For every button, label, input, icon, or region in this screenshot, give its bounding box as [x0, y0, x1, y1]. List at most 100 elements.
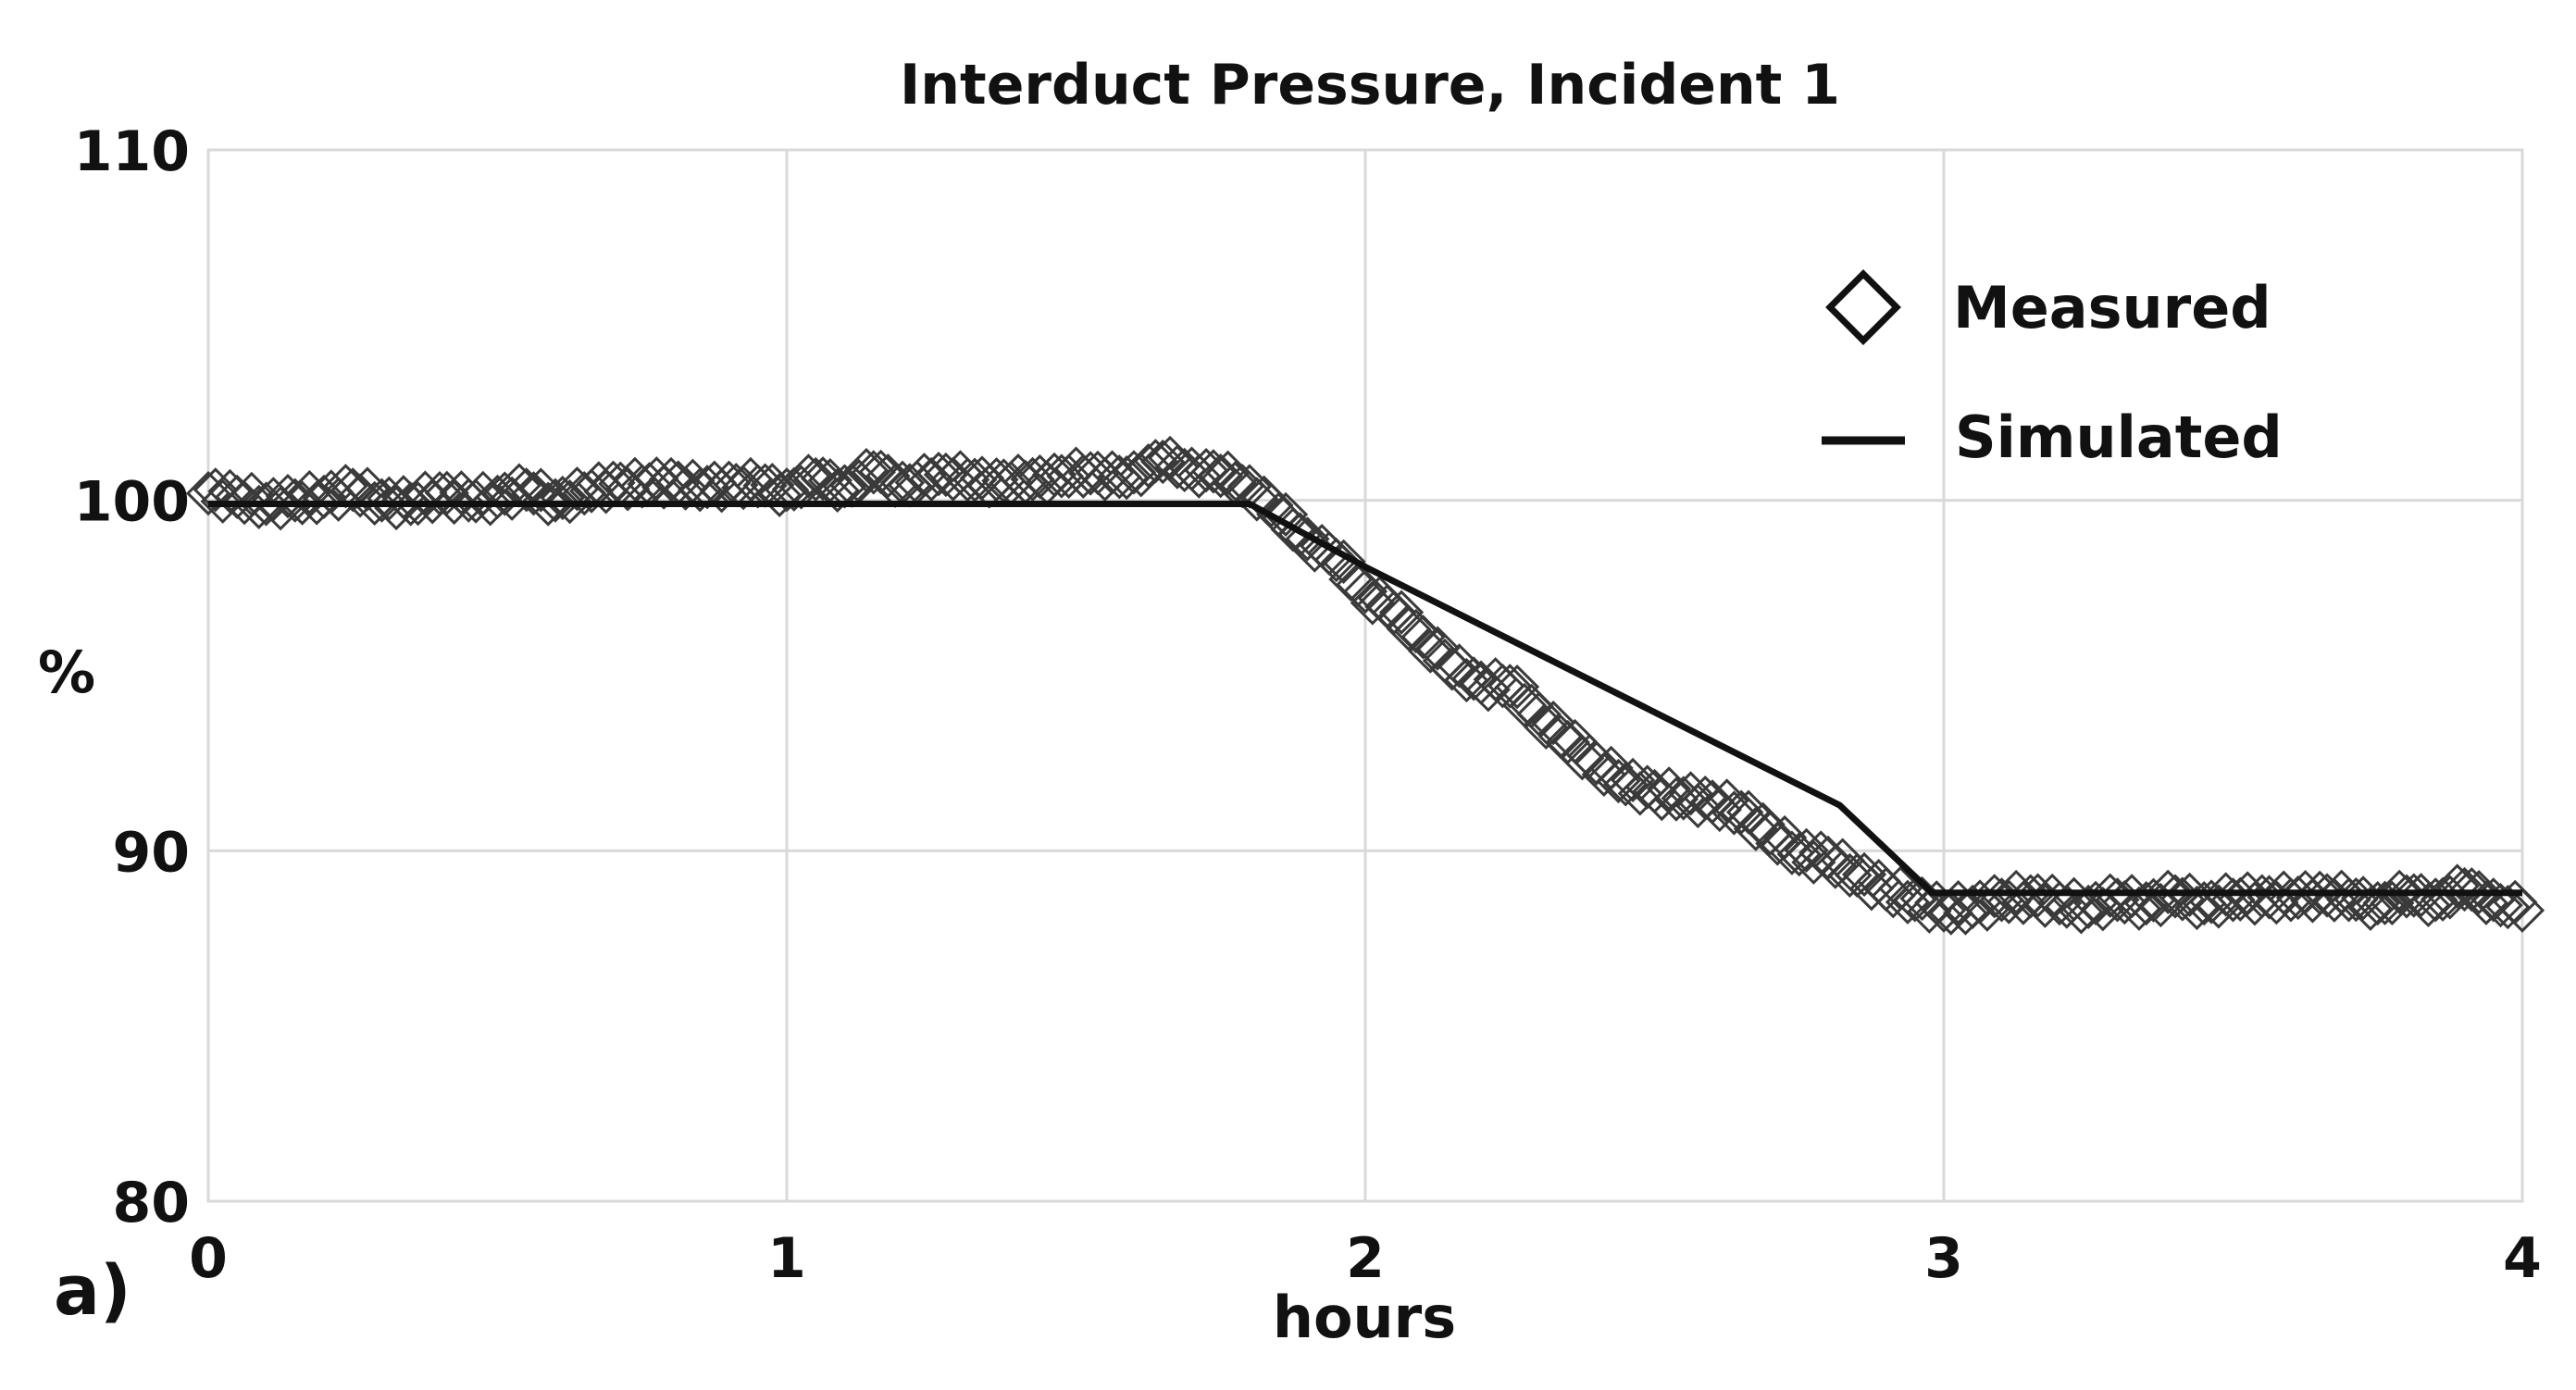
panel-label: a) [54, 1251, 131, 1331]
x-tick-label: 4 [2503, 1226, 2542, 1291]
measured-point [417, 470, 463, 516]
measured-point-fill [1415, 626, 1461, 671]
measured-point-fill [1154, 444, 1201, 490]
measured-point-fill [2362, 880, 2408, 925]
measured-point-fill [1524, 704, 1569, 751]
measured-point-fill [410, 479, 455, 525]
measured-point-fill [1994, 869, 2039, 915]
measured-point-fill [1068, 451, 1114, 496]
measured-point [1574, 740, 1620, 786]
measured-point-fill [540, 475, 585, 521]
measured-point [2008, 874, 2053, 919]
x-tick-label: 0 [189, 1226, 228, 1291]
measured-point [1603, 762, 1649, 807]
measured-point [2036, 881, 2083, 926]
measured-point [1342, 568, 1388, 614]
measured-point-fill [1321, 539, 1366, 584]
measured-point [359, 478, 404, 523]
measured-point-fill [1907, 888, 1952, 934]
measured-point-fill [1668, 771, 1713, 816]
measured-point-fill [974, 457, 1019, 503]
y-tick-label: 100 [74, 470, 190, 535]
legend-measured-marker [1825, 269, 1901, 345]
measured-point-fill [778, 465, 824, 510]
y-tick-label: 90 [113, 820, 191, 885]
measured-point-fill [460, 470, 505, 515]
measured-point [2355, 881, 2400, 926]
measured-point-fill [2087, 873, 2133, 918]
chart-title: Interduct Pressure, Incident 1 [900, 53, 1840, 118]
y-axis-label: % [38, 639, 95, 706]
measured-point [793, 456, 839, 503]
measured-point [1140, 439, 1186, 485]
measured-point-fill [265, 473, 311, 519]
measured-point-fill [1827, 852, 1873, 899]
measured-point [2239, 874, 2284, 919]
measured-point-fill [1184, 448, 1229, 493]
measured-point-fill [1501, 682, 1548, 728]
measured-point-fill [518, 467, 564, 513]
measured-point-fill [815, 467, 860, 513]
measured-point-fill [1408, 628, 1453, 674]
measured-point [1748, 811, 1793, 856]
measured-point-fill [1841, 851, 1887, 898]
measured-point-fill [431, 479, 477, 526]
measured-point-fill [1885, 879, 1931, 925]
measured-point-fill [2485, 885, 2531, 930]
measured-point-fill [554, 466, 600, 512]
x-tick-label: 3 [1924, 1226, 1963, 1291]
measured-point-fill [757, 472, 803, 517]
measured-point-fill [1386, 606, 1432, 652]
measured-point [1661, 776, 1706, 821]
measured-point-fill [1639, 776, 1685, 822]
measured-point-fill [1350, 580, 1395, 626]
measured-point-fill [1190, 449, 1237, 494]
measured-point-fill [1560, 736, 1605, 781]
measured-point-fill [2059, 889, 2104, 935]
measured-point-fill [1162, 447, 1207, 493]
series-simulated-line [208, 500, 2522, 897]
legend-measured-label: Measured [1953, 274, 2271, 341]
measured-point-fill [2406, 882, 2451, 928]
measured-point [1313, 537, 1359, 583]
measured-point-fill [1964, 887, 2010, 932]
measured-point [2442, 866, 2487, 912]
measured-point [185, 470, 231, 516]
measured-point [1285, 516, 1330, 562]
measured-point-fill [1972, 874, 2017, 919]
measured-point-fill [1784, 827, 1829, 873]
measured-point [648, 456, 694, 503]
measured-point-fill [1126, 443, 1171, 489]
measured-point-fill [547, 479, 592, 525]
y-tick-label: 110 [74, 119, 190, 184]
measured-point-fill [1031, 452, 1077, 498]
measured-point-fill [1378, 590, 1425, 635]
measured-point-fill [1465, 667, 1511, 713]
measured-point-fill [1494, 664, 1540, 710]
measured-point [2499, 887, 2545, 933]
measured-point-fill [2370, 880, 2415, 925]
measured-point-fill [1089, 450, 1135, 495]
measured-point-fill [2377, 869, 2422, 914]
measured-point [1198, 453, 1243, 499]
measured-point-fill [1733, 806, 1779, 851]
measured-point-fill [1762, 814, 1808, 861]
measured-point [2123, 881, 2169, 926]
measured-point-fill [1118, 453, 1164, 498]
measured-point [475, 474, 520, 520]
measured-point-fill [287, 469, 332, 515]
measured-point [1776, 831, 1822, 877]
legend-simulated-label: Simulated [1955, 403, 2283, 471]
measured-point-fill [251, 477, 296, 522]
measured-point-fill [1711, 790, 1757, 836]
measured-point-fill [490, 476, 535, 521]
measured-point [1719, 789, 1764, 835]
measured-point-fill [526, 481, 571, 527]
measured-point [2066, 884, 2111, 930]
axis-tick-labels: 0 1 2 3 4 80 90 100 110 [74, 119, 2542, 1291]
measured-point-fill [865, 453, 911, 499]
measured-point-fill [952, 457, 998, 503]
measured-point-fill [2022, 883, 2068, 928]
measured-point [301, 474, 347, 520]
measured-point-fill [200, 478, 245, 524]
